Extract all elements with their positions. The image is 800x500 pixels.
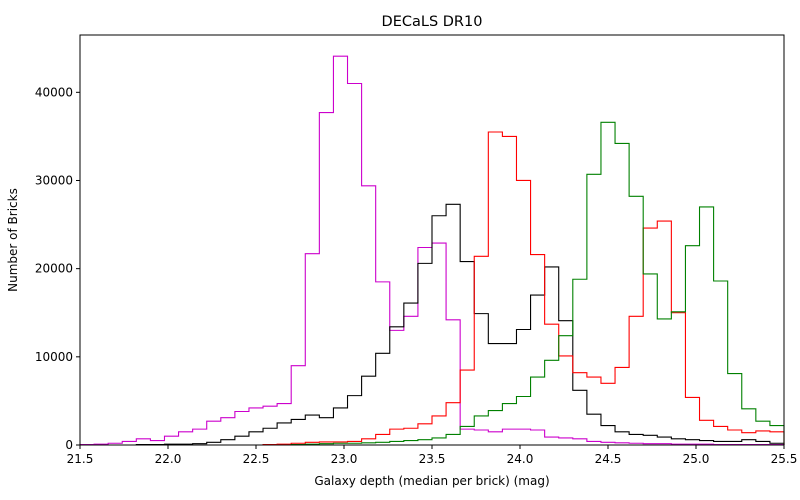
chart-title: DECaLS DR10 [382,14,483,30]
x-tick-label: 24.5 [595,452,622,466]
y-ticks: 0 10000 20000 30000 40000 [35,85,80,452]
y-tick-label: 40000 [35,85,73,99]
x-tick-label: 23.5 [419,452,446,466]
y-axis-label: Number of Bricks [6,188,20,292]
x-tick-label: 21.5 [67,452,94,466]
histogram-series-2 [80,203,785,446]
x-tick-label: 25.5 [771,452,798,466]
x-tick-label: 22.5 [243,452,270,466]
x-tick-label: 23.0 [331,452,358,466]
x-tick-label: 22.0 [155,452,182,466]
y-tick-label: 20000 [35,262,73,276]
x-tick-label: 25.0 [683,452,710,466]
x-axis-label: Galaxy depth (median per brick) (mag) [314,474,549,488]
y-tick-label: 30000 [35,173,73,187]
y-tick-label: 0 [65,438,73,452]
x-ticks: 21.5 22.0 22.5 23.0 23.5 24.0 24.5 25.0 25.5 [67,445,798,466]
y-tick-label: 10000 [35,350,73,364]
x-tick-label: 24.0 [507,452,534,466]
